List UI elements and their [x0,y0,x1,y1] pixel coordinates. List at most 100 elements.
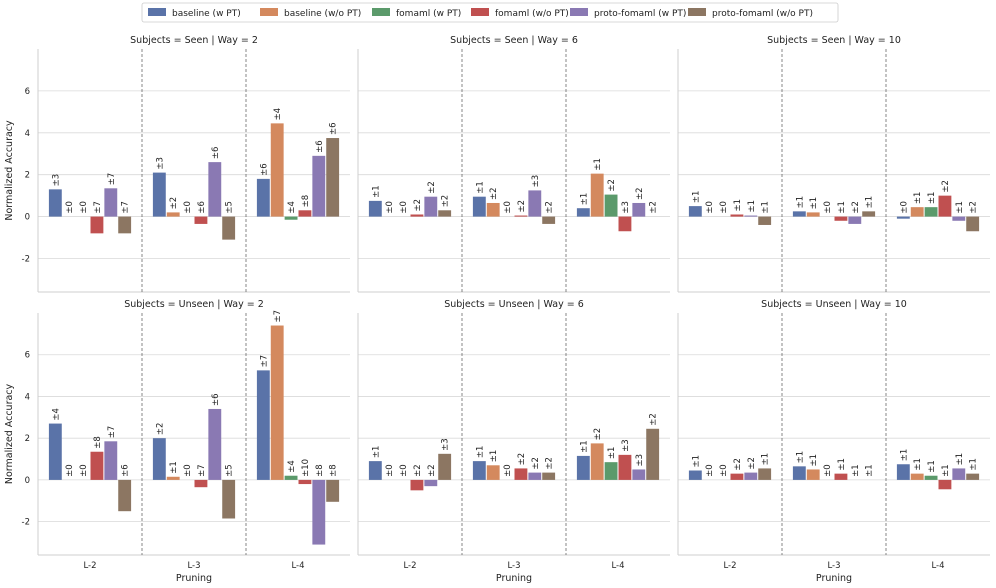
y-axis-title: Normalized Accuracy [4,383,15,484]
bar-baseline_w [472,461,486,480]
bar-proto_w [632,202,646,217]
bar-baseline_w [688,470,702,480]
y-tick-label: 0 [25,476,30,486]
bar-fomaml_wo [730,214,744,217]
bar-error-label: ±2 [169,197,179,210]
x-axis-title: Pruning [816,573,852,584]
bar-error-label: ±1 [169,461,179,474]
bar-error-label: ±4 [287,460,297,473]
bar-proto_wo [222,216,236,240]
legend-label-fomaml_wo: fomaml (w/o PT) [495,9,569,19]
bar-error-label: ±1 [865,196,875,209]
bar-error-label: ±2 [517,200,527,213]
y-tick-label: 2 [25,171,30,181]
panel-4: Subjects = Unseen | Way = 6 ±1 ±0 ±0 ±2 ±2 ±3 L… [357,299,670,584]
y-axis-title: Normalized Accuracy [4,120,15,221]
bar-error-label: ±1 [837,458,847,471]
bar-error-label: ±6 [211,147,221,160]
bar-error-label: ±0 [823,201,833,214]
bar-error-label: ±3 [621,201,631,214]
legend-label-baseline_w: baseline (w PT) [172,9,241,19]
panel-0: Subjects = Seen | Way = 2 -2 0 2 4 6 ±3 ±0 ±0 ±7 ±… [4,35,350,293]
bar-error-label: ±7 [93,201,103,214]
legend: baseline (w PT) baseline (w/o PT) fomaml (… [141,2,839,23]
bar-error-label: ±7 [107,173,117,186]
bar-proto_wo [862,211,876,217]
bar-error-label: ±1 [809,454,819,467]
bar-fomaml_wo [834,216,848,221]
bar-error-label: ±10 [301,459,311,477]
bar-proto_w [104,188,118,217]
bar-error-label: ±7 [259,355,269,368]
bar-baseline_w [256,370,270,480]
bar-error-label: ±1 [865,464,875,477]
bar-proto_w [952,468,966,480]
x-tick-label: L-2 [83,561,96,571]
bar-error-label: ±7 [121,201,131,214]
bar-error-label: ±1 [955,201,965,214]
bar-error-label: ±2 [427,464,437,477]
x-axis-title: Pruning [176,573,212,584]
x-tick-label: L-2 [403,561,416,571]
bar-error-label: ±5 [225,201,235,214]
x-tick-label: L-3 [827,561,840,571]
bar-baseline_wo [270,123,284,217]
bar-error-label: ±3 [51,174,61,187]
bar-error-label: ±1 [691,455,701,468]
bar-error-label: ±1 [579,193,589,206]
bar-error-label: ±1 [795,451,805,464]
bar-baseline_wo [590,443,604,480]
bar-baseline_w [368,200,382,217]
bar-baseline_w [896,464,910,480]
legend-label-proto_wo: proto-fomaml (w/o PT) [712,9,813,19]
bar-baseline_w [792,211,806,217]
bar-proto_w [312,155,326,217]
bar-error-label: ±3 [531,175,541,188]
bar-error-label: ±8 [329,464,339,477]
bar-fomaml_wo [514,215,528,217]
bar-error-label: ±1 [747,200,757,213]
bar-error-label: ±2 [489,187,499,200]
bar-error-label: ±1 [733,199,743,212]
legend-label-proto_w: proto-fomaml (w PT) [594,9,686,19]
y-tick-label: 6 [25,351,30,361]
bar-fomaml_w [604,194,618,217]
bar-error-label: ±0 [385,201,395,214]
x-tick-label: L-4 [931,561,944,571]
bar-error-label: ±6 [315,140,325,153]
bar-error-label: ±1 [837,201,847,214]
bar-error-label: ±1 [593,158,603,171]
bar-proto_w [744,215,758,217]
y-tick-label: -2 [22,254,30,264]
bar-error-label: ±0 [719,201,729,214]
bar-proto_wo [758,216,772,225]
bar-error-label: ±1 [941,464,951,477]
bar-fomaml_wo [514,468,528,480]
bar-proto_wo [542,472,556,480]
bar-proto_w [104,441,118,480]
bar-error-label: ±3 [155,157,165,170]
x-tick-label: L-4 [611,561,624,571]
bar-baseline_wo [486,202,500,217]
bar-error-label: ±1 [691,191,701,204]
bar-proto_wo [758,468,772,480]
bar-error-label: ±1 [969,458,979,471]
bar-baseline_w [472,196,486,217]
legend-swatch-baseline_wo [260,8,278,16]
bar-error-label: ±2 [593,428,603,441]
bar-baseline_wo [806,212,820,217]
bar-error-label: ±2 [155,423,165,436]
bar-error-label: ±2 [649,201,659,214]
bar-baseline_w [256,178,270,217]
bar-error-label: ±4 [51,408,61,421]
bar-error-label: ±6 [197,201,207,214]
bar-error-label: ±4 [273,108,283,121]
bar-error-label: ±2 [517,453,527,466]
x-tick-label: L-4 [291,561,304,571]
bar-baseline_w [688,206,702,217]
bar-error-label: ±2 [427,181,437,194]
legend-swatch-proto_w [570,8,588,16]
bar-proto_w [528,190,542,217]
panel-title: Subjects = Seen | Way = 2 [130,35,258,46]
bar-error-label: ±2 [649,413,659,426]
